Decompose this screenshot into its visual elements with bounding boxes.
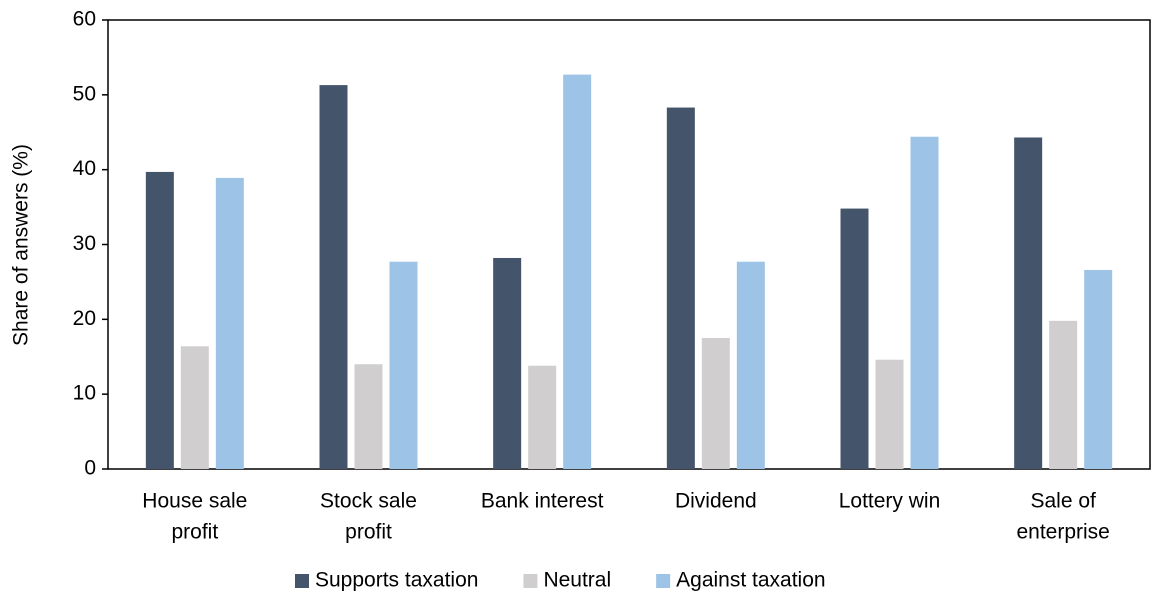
x-tick-label: enterprise (1016, 521, 1109, 544)
bar (215, 177, 244, 470)
x-tick-label: profit (345, 521, 392, 544)
x-tick-label: Stock sale (320, 490, 417, 513)
y-tick-label: 0 (84, 457, 96, 480)
legend-swatch (295, 574, 309, 588)
legend-label: Against taxation (676, 569, 825, 592)
y-tick-label: 20 (73, 307, 96, 330)
legend-swatch (656, 574, 671, 588)
y-axis-title: Share of answers (%) (10, 144, 33, 346)
bar (840, 208, 869, 469)
plot-frame (107, 19, 1151, 470)
bar (666, 107, 695, 470)
bar (736, 261, 765, 469)
bar (1014, 137, 1043, 469)
y-tick-label: 60 (73, 8, 96, 31)
bar (319, 85, 348, 469)
y-tick-label: 50 (73, 82, 96, 105)
x-tick-label: House sale (142, 490, 247, 513)
bar (180, 346, 209, 469)
y-tick-label: 40 (73, 157, 96, 180)
legend-swatch (523, 574, 538, 588)
x-tick-label: Sale of (1030, 490, 1096, 513)
legend-label: Supports taxation (315, 569, 478, 592)
legend-label: Neutral (543, 569, 611, 592)
bar (145, 171, 174, 469)
x-tick-label: Bank interest (481, 490, 604, 513)
bar (563, 74, 592, 470)
bar (1049, 320, 1078, 469)
bar (389, 261, 418, 469)
y-tick-label: 30 (73, 232, 96, 255)
bar (493, 257, 522, 469)
x-tick-label: Lottery win (839, 490, 941, 513)
y-tick-label: 10 (73, 382, 96, 405)
bar (528, 365, 557, 469)
bar (1084, 269, 1113, 469)
bar (875, 359, 904, 469)
bar (354, 364, 383, 469)
x-tick-label: Dividend (675, 490, 757, 513)
bar (910, 136, 939, 470)
x-tick-label: profit (171, 521, 218, 544)
bar (701, 338, 730, 469)
